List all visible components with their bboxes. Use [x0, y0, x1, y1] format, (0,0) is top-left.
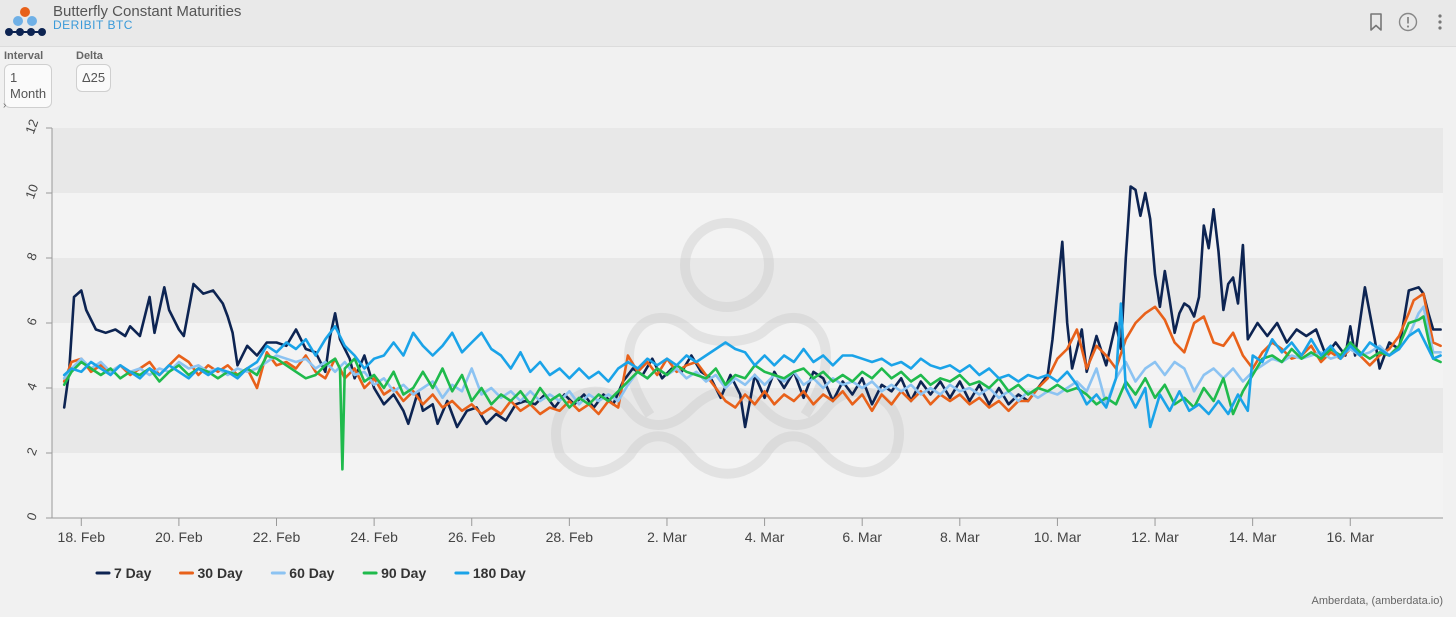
x-tick-label: 8. Mar [940, 529, 980, 545]
y-tick-label: 10 [22, 182, 41, 201]
interval-control: Interval 1 Month [4, 50, 53, 108]
bookmark-icon[interactable] [1366, 12, 1386, 32]
series-line-30-day[interactable] [62, 292, 1442, 416]
chart-subtitle: DERIBIT BTC [53, 18, 133, 32]
butterfly-chart: 0 2 4 6 8 10 12 18. Feb 20. Feb 22. Feb 24. Feb 26.… [22, 117, 1443, 581]
x-tick-label: 2. Mar [647, 529, 687, 545]
x-tick-label: 26. Feb [448, 529, 496, 545]
chart-credit: Amberdata, (amberdata.io) [1311, 595, 1443, 607]
legend-item-60-day[interactable]: 60 Day [289, 565, 334, 581]
watermark-shape [680, 218, 774, 312]
series-line-90-day[interactable] [62, 315, 1442, 471]
x-tick-label: 16. Mar [1327, 529, 1375, 545]
y-tick-label: 2 [23, 445, 40, 457]
y-tick-label: 12 [22, 117, 41, 136]
delta-control: Delta Δ25 [76, 50, 112, 92]
x-tick-label: 12. Mar [1131, 529, 1179, 545]
series-line-7-day[interactable] [62, 185, 1442, 429]
grid-band [52, 258, 1443, 323]
x-tick-label: 10. Mar [1034, 529, 1082, 545]
chart-header: Butterfly Constant Maturities DERIBIT BT… [0, 0, 1456, 47]
expand-chevron-icon[interactable]: › [3, 100, 7, 111]
watermark-shape [551, 386, 904, 479]
x-tick-label: 18. Feb [58, 529, 106, 545]
more-vertical-icon[interactable] [1430, 12, 1450, 32]
grid-band [52, 128, 1443, 193]
watermark-logo [551, 218, 904, 479]
x-tick-label: 4. Mar [745, 529, 785, 545]
x-tick-label: 22. Feb [253, 529, 301, 545]
series-line-60-day[interactable] [62, 305, 1442, 406]
y-tick-label: 0 [23, 510, 40, 522]
y-tick-label: 8 [23, 250, 40, 262]
series-line-180-day[interactable] [62, 302, 1442, 429]
x-tick-label: 6. Mar [842, 529, 882, 545]
y-tick-label: 6 [23, 315, 40, 327]
legend-item-30-day[interactable]: 30 Day [198, 565, 243, 581]
delta-label: Delta [76, 50, 103, 62]
x-tick-label: 20. Feb [155, 529, 203, 545]
delta-select[interactable]: Δ25 [76, 64, 112, 92]
legend-item-90-day[interactable]: 90 Day [381, 565, 426, 581]
interval-label: Interval [4, 50, 44, 62]
x-tick-label: 14. Mar [1229, 529, 1277, 545]
y-tick-label: 4 [23, 380, 40, 392]
x-tick-label: 24. Feb [350, 529, 398, 545]
legend-item-7-day[interactable]: 7 Day [114, 565, 152, 581]
watermark-shape [624, 313, 831, 418]
info-icon[interactable] [1398, 12, 1418, 32]
interval-select[interactable]: 1 Month [4, 64, 53, 108]
legend-item-180-day[interactable]: 180 Day [473, 565, 526, 581]
amberdata-logo [5, 7, 46, 36]
x-tick-label: 28. Feb [546, 529, 594, 545]
chart-title: Butterfly Constant Maturities [53, 3, 242, 20]
